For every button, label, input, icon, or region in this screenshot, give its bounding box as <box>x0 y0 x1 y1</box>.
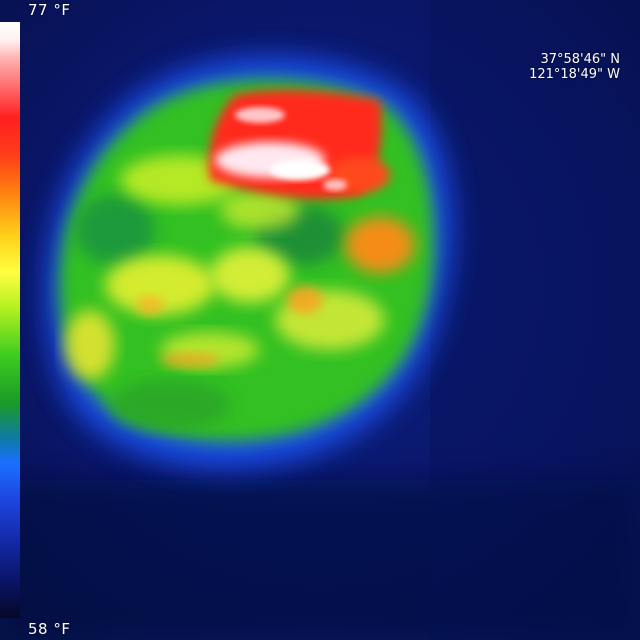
max-temperature-label: 77 °F <box>28 1 71 19</box>
min-temperature-label: 58 °F <box>28 620 71 638</box>
longitude-text: 121°18'49" W <box>529 67 620 82</box>
latitude-text: 37°58'46" N <box>540 52 620 67</box>
gps-coordinates: 37°58'46" N 121°18'49" W <box>529 52 620 82</box>
temperature-scale-bar <box>0 22 20 618</box>
